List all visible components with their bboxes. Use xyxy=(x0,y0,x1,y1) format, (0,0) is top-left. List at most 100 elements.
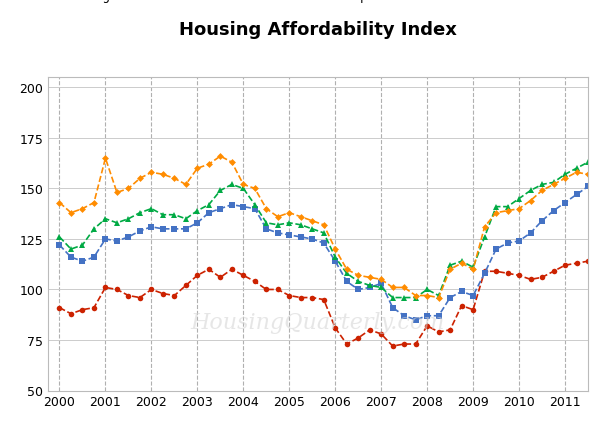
Pierce xyxy=(401,295,408,300)
Snohomish xyxy=(240,204,247,210)
Snohomish xyxy=(377,281,385,286)
Kitsap xyxy=(377,277,385,283)
Kitsap xyxy=(297,215,304,220)
Snohomish xyxy=(515,239,523,244)
Kitsap xyxy=(562,176,569,181)
Kitsap xyxy=(136,176,143,181)
Kitsap xyxy=(389,285,396,290)
Snohomish xyxy=(102,237,109,242)
Kitsap xyxy=(205,162,212,168)
Kitsap xyxy=(493,210,500,216)
Text: Housing Affordability Index: Housing Affordability Index xyxy=(179,21,457,39)
Line: Snohomish: Snohomish xyxy=(57,182,600,323)
Pierce xyxy=(67,247,74,252)
Snohomish xyxy=(182,227,190,232)
Kitsap xyxy=(401,285,408,290)
King xyxy=(493,269,500,274)
Snohomish xyxy=(562,201,569,206)
Kitsap xyxy=(91,201,98,206)
Snohomish xyxy=(366,285,373,290)
Pierce xyxy=(470,265,477,270)
King xyxy=(67,311,74,316)
Kitsap xyxy=(159,172,166,178)
Snohomish xyxy=(205,210,212,216)
Snohomish xyxy=(481,271,488,276)
King xyxy=(240,273,247,278)
King xyxy=(527,277,534,283)
Pierce xyxy=(332,255,339,260)
Snohomish xyxy=(194,220,201,226)
Pierce xyxy=(504,204,511,210)
Snohomish xyxy=(458,289,465,294)
King xyxy=(515,273,523,278)
Snohomish xyxy=(320,241,328,246)
Snohomish xyxy=(286,233,293,238)
King xyxy=(148,287,155,293)
Snohomish xyxy=(573,192,580,197)
King xyxy=(320,297,328,302)
King xyxy=(136,295,143,300)
Pierce xyxy=(91,227,98,232)
Snohomish xyxy=(171,227,178,232)
Pierce xyxy=(308,227,316,232)
Kitsap xyxy=(113,191,121,196)
Snohomish xyxy=(113,239,121,244)
Snohomish xyxy=(263,227,270,232)
King xyxy=(584,259,592,264)
King xyxy=(297,295,304,300)
King xyxy=(171,293,178,299)
Kitsap xyxy=(446,267,454,272)
Snohomish xyxy=(217,207,224,212)
King xyxy=(274,287,281,293)
Kitsap xyxy=(263,207,270,212)
Kitsap xyxy=(286,210,293,216)
Kitsap xyxy=(125,186,132,191)
King xyxy=(435,329,442,335)
Snohomish xyxy=(596,182,600,187)
Pierce xyxy=(435,293,442,299)
Pierce xyxy=(125,217,132,222)
King xyxy=(481,269,488,274)
King xyxy=(194,273,201,278)
Pierce xyxy=(251,203,259,208)
Kitsap xyxy=(56,201,63,206)
Legend: King, Snohomish, Pierce, Kitsap: King, Snohomish, Pierce, Kitsap xyxy=(54,0,368,3)
Pierce xyxy=(446,263,454,268)
Kitsap xyxy=(424,293,431,299)
Pierce xyxy=(458,259,465,264)
Snohomish xyxy=(297,235,304,240)
Pierce xyxy=(343,271,350,276)
Kitsap xyxy=(458,261,465,266)
King xyxy=(308,295,316,300)
Pierce xyxy=(56,235,63,240)
Pierce xyxy=(148,207,155,212)
Pierce xyxy=(194,209,201,214)
Pierce xyxy=(136,210,143,216)
King xyxy=(125,293,132,299)
King xyxy=(79,307,86,312)
Kitsap xyxy=(217,154,224,159)
King xyxy=(401,342,408,347)
Kitsap xyxy=(102,156,109,161)
Pierce xyxy=(596,160,600,165)
Pierce xyxy=(240,186,247,191)
Snohomish xyxy=(493,247,500,252)
King xyxy=(102,285,109,290)
Snohomish xyxy=(159,227,166,232)
Snohomish xyxy=(251,207,259,212)
King xyxy=(412,342,419,347)
Snohomish xyxy=(538,219,545,224)
Kitsap xyxy=(355,273,362,278)
Snohomish xyxy=(136,229,143,234)
King xyxy=(366,328,373,333)
Kitsap xyxy=(343,267,350,272)
Snohomish xyxy=(332,259,339,264)
Pierce xyxy=(102,217,109,222)
Pierce xyxy=(320,231,328,236)
Line: King: King xyxy=(57,259,600,349)
Kitsap xyxy=(470,267,477,272)
Snohomish xyxy=(412,317,419,322)
Snohomish xyxy=(550,209,557,214)
Kitsap xyxy=(228,160,235,165)
Pierce xyxy=(228,182,235,187)
